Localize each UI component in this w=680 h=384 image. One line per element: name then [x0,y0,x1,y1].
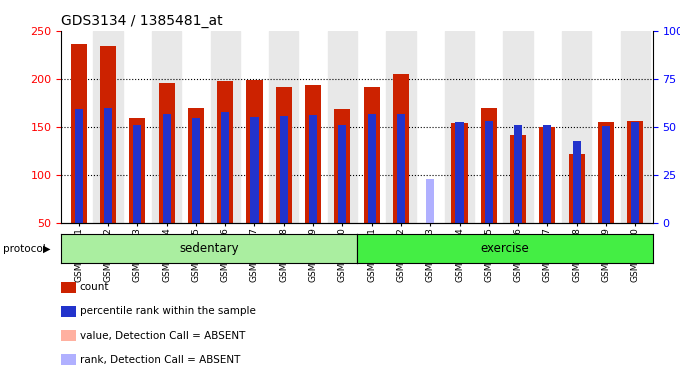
Bar [573,141,581,223]
Bar [364,88,379,223]
Bar [568,154,585,223]
Bar [305,86,321,223]
Bar [386,31,415,223]
Bar [93,31,122,223]
Bar [393,74,409,223]
Bar [481,108,497,223]
Bar [456,122,464,223]
Bar [503,31,532,223]
Bar [328,31,357,223]
Bar [335,109,350,223]
Bar [221,113,229,223]
Bar [163,114,171,223]
Bar [562,31,592,223]
Bar [452,123,468,223]
Bar [250,117,258,223]
Bar [514,125,522,223]
Bar [75,109,83,223]
Text: protocol: protocol [3,244,46,254]
Text: percentile rank within the sample: percentile rank within the sample [80,306,256,316]
Bar [631,122,639,223]
Bar [188,109,204,223]
Bar [426,179,435,223]
Bar [100,46,116,223]
Text: GDS3134 / 1385481_at: GDS3134 / 1385481_at [61,14,223,28]
Bar [133,125,141,223]
Bar [152,31,182,223]
Bar [211,31,240,223]
Bar [510,136,526,223]
Bar [602,126,610,223]
Bar [158,83,175,223]
Bar [275,88,292,223]
Bar [129,118,146,223]
Text: exercise: exercise [481,242,529,255]
Bar [368,114,375,223]
Text: count: count [80,282,109,292]
Bar [627,121,643,223]
Bar [217,81,233,223]
Text: ▶: ▶ [43,244,50,254]
Bar [309,115,317,223]
Bar [279,116,288,223]
Bar [71,44,87,223]
Bar [397,114,405,223]
Bar [539,127,556,223]
Text: rank, Detection Call = ABSENT: rank, Detection Call = ABSENT [80,355,240,365]
Text: value, Detection Call = ABSENT: value, Detection Call = ABSENT [80,331,245,341]
Bar [339,125,346,223]
Bar [621,31,650,223]
Bar [104,109,112,223]
Bar [598,122,614,223]
Bar [192,118,200,223]
Bar [485,121,493,223]
Bar [445,31,474,223]
Text: sedentary: sedentary [180,242,239,255]
Bar [246,80,262,223]
Bar [269,31,299,223]
Bar [543,125,551,223]
